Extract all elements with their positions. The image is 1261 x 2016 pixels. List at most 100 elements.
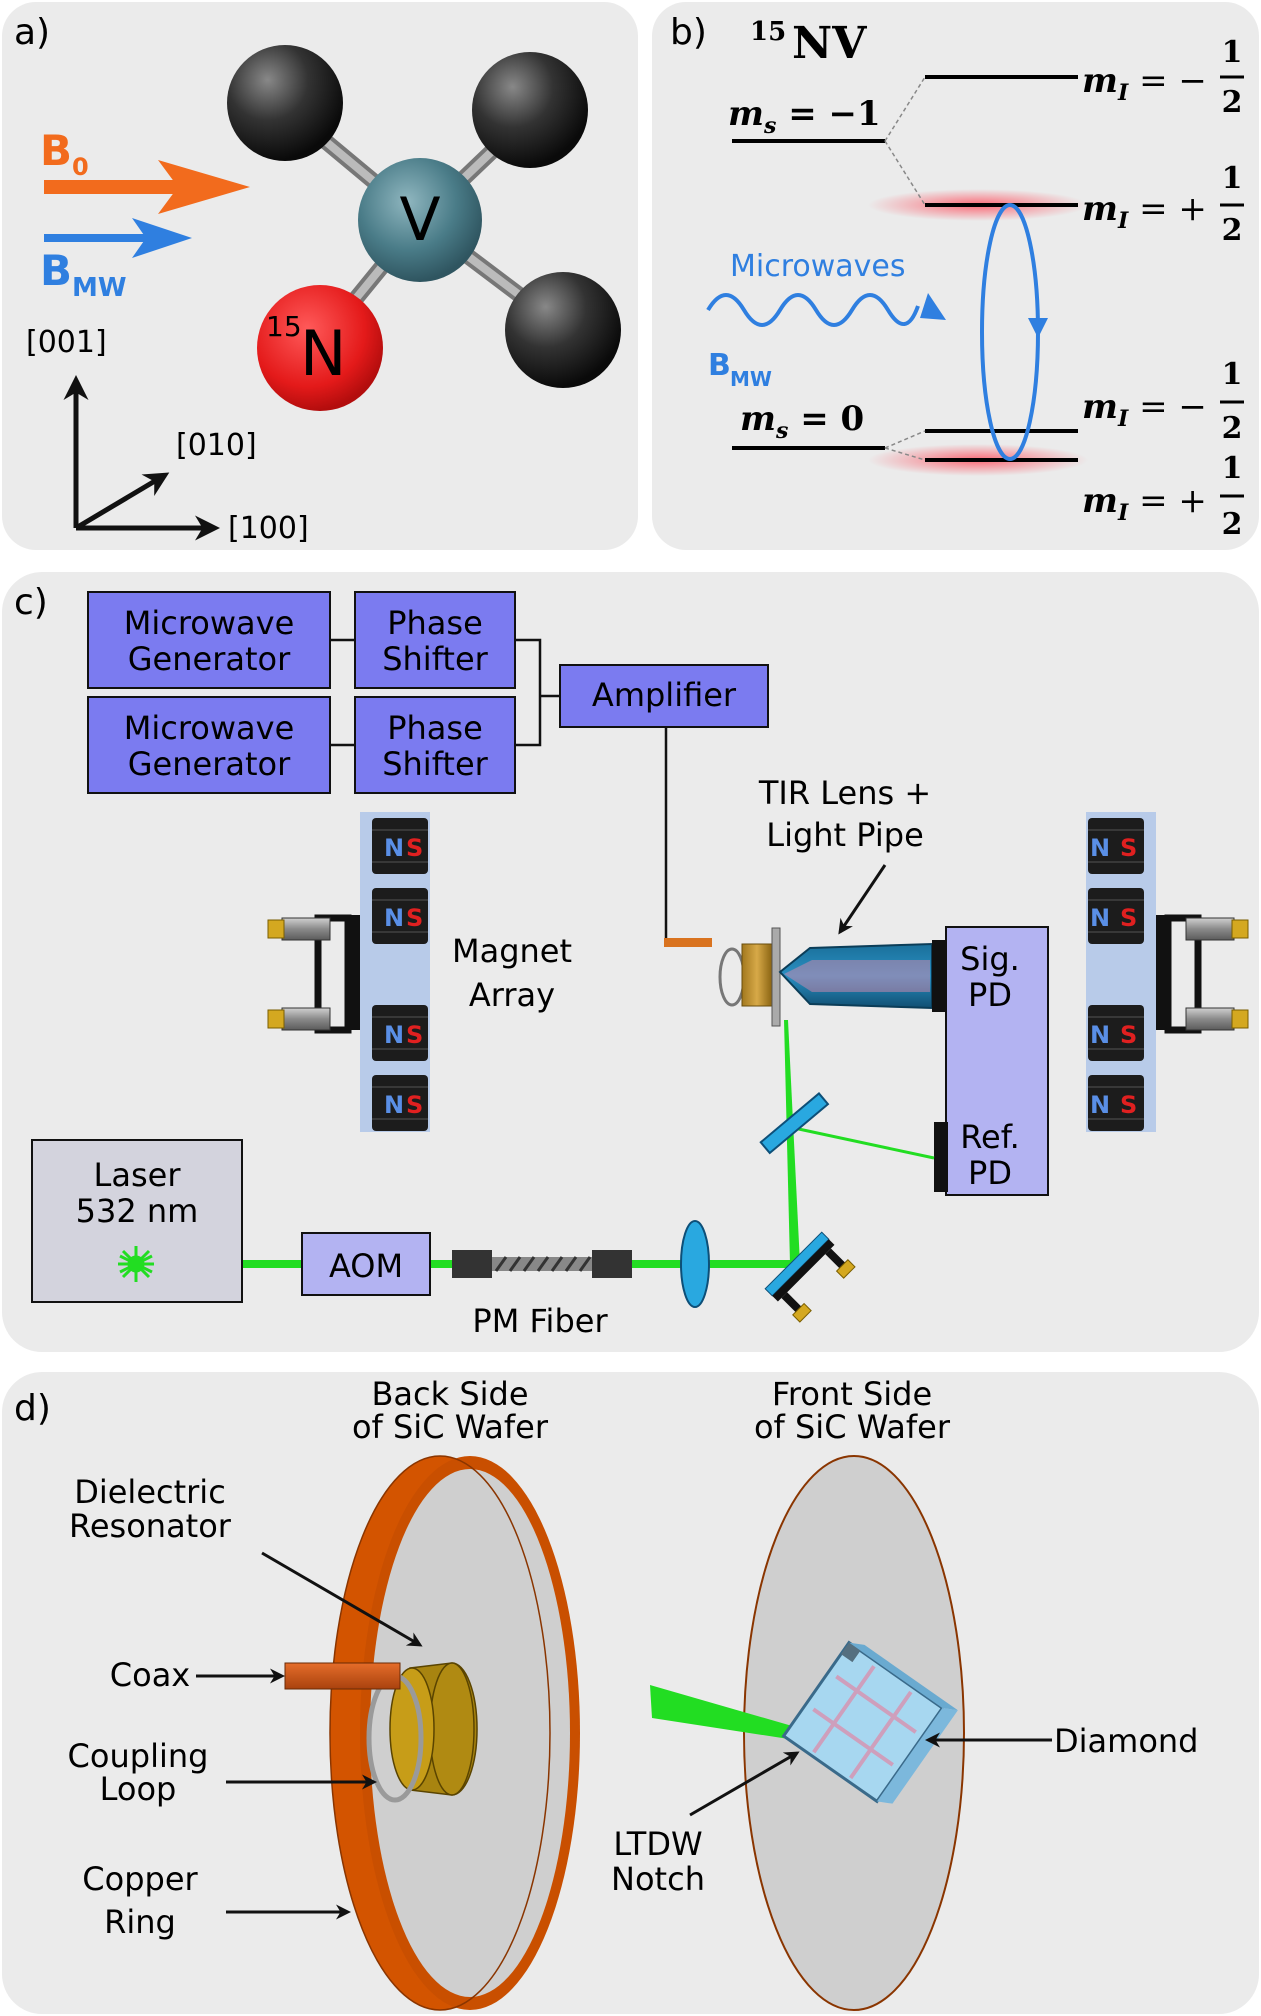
copper-line1: Copper	[82, 1860, 198, 1898]
nitrogen-label: N	[300, 317, 346, 390]
notch-beam	[650, 1685, 808, 1742]
pickoff-mirror	[759, 1092, 830, 1155]
front-side-line1: Front Side	[772, 1375, 932, 1413]
svg-text:N: N	[1090, 904, 1110, 932]
mi-label-4: mI = + 1 2	[1082, 451, 1244, 542]
mi-label-3: mI = − 1 2	[1082, 357, 1244, 446]
coax-label: Coax	[110, 1656, 190, 1694]
svg-text:N: N	[384, 1021, 404, 1049]
microwave-generator-1	[87, 591, 331, 689]
magnet-array-right: N S N S N S N S	[1086, 812, 1249, 1132]
panel-a: a) V N 15 B 0 B	[2, 2, 638, 550]
panel-d-bg	[2, 1372, 1259, 2014]
svg-text:S: S	[406, 1091, 423, 1119]
sig-pd-head	[932, 940, 946, 1012]
tir-line1: TIR Lens +	[758, 774, 931, 812]
svg-text:S: S	[406, 834, 423, 862]
svg-text:S: S	[406, 1021, 423, 1049]
beam-reference	[793, 1126, 935, 1160]
magnet-right-1: N S	[1088, 818, 1144, 874]
mw-gen-1-line2: Generator	[128, 640, 291, 678]
ltdw-line1: LTDW	[613, 1825, 702, 1863]
tir-arrow	[838, 864, 887, 935]
phase-1-line1: Phase	[387, 604, 483, 642]
diamond-label: Diamond	[1054, 1722, 1198, 1760]
bmw-label: B	[40, 246, 72, 295]
ms-zero-label: ms = 0	[740, 399, 864, 444]
transition-arrowhead	[1028, 318, 1048, 338]
front-wafer	[650, 1455, 965, 2011]
ltdw-line2: Notch	[611, 1860, 705, 1898]
mw-gen-2-line1: Microwave	[124, 709, 295, 747]
svg-text:S: S	[1120, 904, 1137, 932]
steering-mirror	[764, 1231, 856, 1323]
phase-2-line1: Phase	[387, 709, 483, 747]
tir-line2: Light Pipe	[766, 816, 924, 854]
svg-text:S: S	[406, 904, 423, 932]
microwaves-label: Microwaves	[730, 249, 906, 284]
svg-text:N: N	[1090, 1091, 1110, 1119]
b-bmw-subscript: MW	[730, 367, 772, 391]
svg-text:1: 1	[1222, 161, 1243, 196]
laser-line2: 532 nm	[76, 1192, 199, 1230]
wafer-c	[771, 927, 781, 1027]
nitrogen-atom	[257, 285, 383, 411]
panel-a-bg	[2, 2, 638, 550]
magnet-array-left: N S N S N S N S	[267, 812, 430, 1132]
microwave-wave	[706, 293, 920, 327]
coupling-line1: Coupling	[68, 1737, 209, 1775]
phase-shifter-1	[354, 591, 516, 689]
dielectric-line1: Dielectric	[74, 1473, 226, 1511]
carbon-atom-2	[472, 52, 588, 168]
sig-pd-line1: Sig.	[960, 940, 1020, 978]
focusing-lens	[680, 1220, 710, 1308]
panel-c-label: c)	[14, 582, 48, 623]
axis-010-label: [010]	[176, 428, 257, 463]
svg-text:S: S	[1120, 1021, 1137, 1049]
sig-pd-line2: PD	[968, 976, 1012, 1014]
phase-2-line2: Shifter	[382, 745, 488, 783]
bmw-subscript: MW	[72, 273, 127, 303]
b0-label: B	[40, 126, 72, 175]
back-wafer	[284, 1455, 580, 2011]
svg-text:2: 2	[1222, 213, 1243, 248]
b0-subscript: 0	[72, 153, 89, 181]
dielectric-line2: Resonator	[69, 1507, 232, 1545]
vacancy-site	[358, 158, 482, 282]
front-side-line2: of SiC Wafer	[754, 1408, 951, 1446]
panel-d: d) Back Side of SiC Wafer Front Side of …	[2, 1372, 1259, 2014]
carbon-atom-3	[505, 272, 621, 388]
aom-label: AOM	[329, 1247, 403, 1285]
coax-cable	[284, 1662, 401, 1690]
ref-pd-head	[934, 1122, 948, 1192]
svg-text:1: 1	[1222, 357, 1243, 392]
pm-fiber	[452, 1250, 632, 1278]
panel-b-label: b)	[670, 12, 707, 53]
crystal-axes	[63, 375, 220, 541]
svg-text:N: N	[384, 904, 404, 932]
mi-label-1: mI = − 1 2	[1082, 35, 1244, 120]
back-side-line1: Back Side	[371, 1375, 528, 1413]
svg-text:N: N	[1090, 834, 1110, 862]
phase-1-line2: Shifter	[382, 640, 488, 678]
beam-vertical	[784, 1020, 800, 1264]
diamond	[781, 1640, 958, 1804]
magnet-left-4: N S	[372, 1075, 428, 1131]
amplifier-label: Amplifier	[592, 676, 737, 714]
ltdw-arrow	[689, 1751, 800, 1817]
copper-line2: Ring	[104, 1903, 176, 1941]
svg-text:S: S	[1120, 834, 1137, 862]
vacancy-label: V	[399, 185, 440, 255]
svg-text:2: 2	[1222, 85, 1243, 120]
nitrogen-isotope: 15	[266, 310, 302, 343]
resonator-side	[429, 1662, 475, 1796]
magnet-array-line2: Array	[469, 976, 555, 1014]
magnet-left-3: N S	[372, 1005, 428, 1061]
laser-source-icon	[118, 1246, 154, 1282]
dielectric-arrow	[261, 1551, 423, 1647]
panel-d-label: d)	[14, 1388, 51, 1429]
svg-text:2: 2	[1222, 411, 1243, 446]
svg-text:N: N	[384, 834, 404, 862]
svg-text:N: N	[384, 1091, 404, 1119]
